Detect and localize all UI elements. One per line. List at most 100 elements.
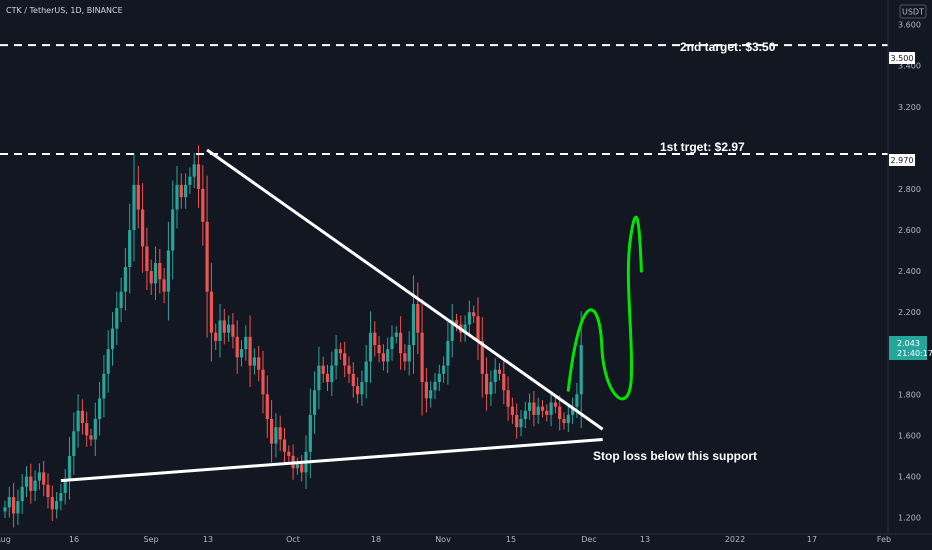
time-axis[interactable]: Aug 16 Sep 13 Oct 18 Nov 15 Dec 13 2022 17 Feb	[0, 535, 891, 544]
candle-body	[29, 476, 33, 491]
candle-body	[175, 184, 179, 210]
level-tag-3500-box	[889, 52, 915, 64]
candle-body	[261, 369, 265, 395]
candle-body	[85, 423, 89, 436]
candle-body	[244, 336, 248, 350]
candle-body	[497, 369, 502, 374]
level-tag-3500-text: 3.500	[891, 54, 914, 63]
candle-body	[377, 345, 381, 354]
time-tick-label: Sep	[143, 535, 158, 544]
price-tick-label: 1.600	[898, 431, 921, 440]
candle-body	[502, 373, 506, 391]
candle-body	[571, 406, 575, 415]
candle-body	[50, 497, 54, 510]
candle-body	[132, 184, 136, 231]
candle-body	[179, 184, 183, 198]
candle-body	[3, 507, 7, 512]
candle-body	[386, 349, 390, 362]
candle-body	[308, 414, 312, 452]
candle-body	[102, 373, 106, 399]
candle-body	[24, 476, 29, 487]
candle-body	[153, 262, 158, 284]
last-price-box	[889, 336, 927, 360]
candle-body	[257, 357, 261, 370]
candle-body	[287, 451, 291, 456]
candle-body	[463, 324, 467, 333]
price-tick-label: 2.200	[898, 308, 921, 317]
price-tick-label: 1.200	[898, 514, 921, 523]
last-price-tag: 2.043 21:40:17	[889, 336, 932, 360]
candle-body	[282, 439, 287, 452]
candle-body	[424, 382, 428, 399]
candle-body	[231, 324, 235, 337]
candle-body	[553, 402, 557, 407]
time-tick-label: 16	[69, 535, 79, 544]
resistance-trendline[interactable]	[206, 148, 604, 431]
candle-body	[317, 365, 321, 391]
candle-body	[485, 373, 489, 395]
candle-body	[63, 480, 67, 493]
candle-body	[239, 349, 244, 358]
candle-body	[136, 184, 140, 210]
candle-body	[558, 406, 562, 419]
currency-badge[interactable]	[899, 4, 927, 19]
candle-body	[489, 382, 493, 395]
candle-body	[89, 435, 93, 440]
candle-body	[149, 271, 153, 284]
level-tag-2970-box	[889, 154, 915, 166]
candle-body	[196, 164, 201, 189]
candle-body	[214, 332, 218, 341]
candle-body	[575, 394, 579, 407]
level-tag-3500: 3.500	[889, 52, 915, 64]
candle-body	[467, 312, 471, 325]
time-tick-label: 2022	[725, 535, 745, 544]
candle-body	[313, 390, 317, 415]
candle-body	[532, 402, 536, 415]
candle-body	[248, 336, 252, 366]
candle-body	[55, 501, 59, 510]
candle-body	[222, 320, 226, 333]
candle-body	[545, 410, 549, 415]
candle-body	[145, 246, 149, 272]
price-projection-path[interactable]	[566, 215, 643, 401]
candle-body	[93, 418, 97, 440]
time-tick-label: 15	[506, 535, 516, 544]
candle-body	[403, 353, 407, 362]
bar-countdown: 21:40:17	[897, 349, 932, 358]
candle-body	[390, 336, 394, 350]
candle-body	[347, 365, 351, 374]
candle-body	[128, 230, 132, 267]
time-tick-label: 18	[371, 535, 381, 544]
price-tick-label: 2.800	[898, 185, 921, 194]
candle-body	[420, 332, 424, 383]
candle-body	[252, 357, 256, 366]
price-axis[interactable]: 3.600 3.400 3.200 2.800 2.600 2.400 2.200 1.800…	[898, 21, 921, 523]
candle-body	[235, 336, 239, 358]
candle-body	[265, 394, 269, 419]
candle-body	[373, 332, 377, 346]
level-tag-2970-text: 2.970	[891, 156, 914, 165]
level-tag-2970: 2.970	[889, 154, 915, 166]
support-trendline[interactable]	[60, 438, 603, 483]
candle-body	[472, 312, 476, 317]
candle-body	[166, 250, 170, 292]
candle-body	[433, 382, 437, 391]
candle-body	[429, 390, 433, 399]
candle-body	[566, 414, 570, 424]
candle-body	[227, 324, 231, 333]
currency-badge-label: USDT	[902, 8, 924, 17]
candle-body	[67, 455, 72, 481]
candle-body	[158, 262, 162, 280]
candle-body	[493, 369, 497, 383]
candle-body	[16, 501, 20, 514]
time-tick-label: 13	[203, 535, 213, 544]
candle-body	[510, 406, 514, 415]
candle-body	[123, 267, 127, 292]
candle-body	[519, 418, 523, 428]
candle-body	[360, 382, 364, 395]
last-price-value: 2.043	[897, 339, 920, 348]
candle-body	[343, 353, 347, 366]
candle-body	[321, 365, 325, 374]
candle-body	[351, 373, 355, 387]
